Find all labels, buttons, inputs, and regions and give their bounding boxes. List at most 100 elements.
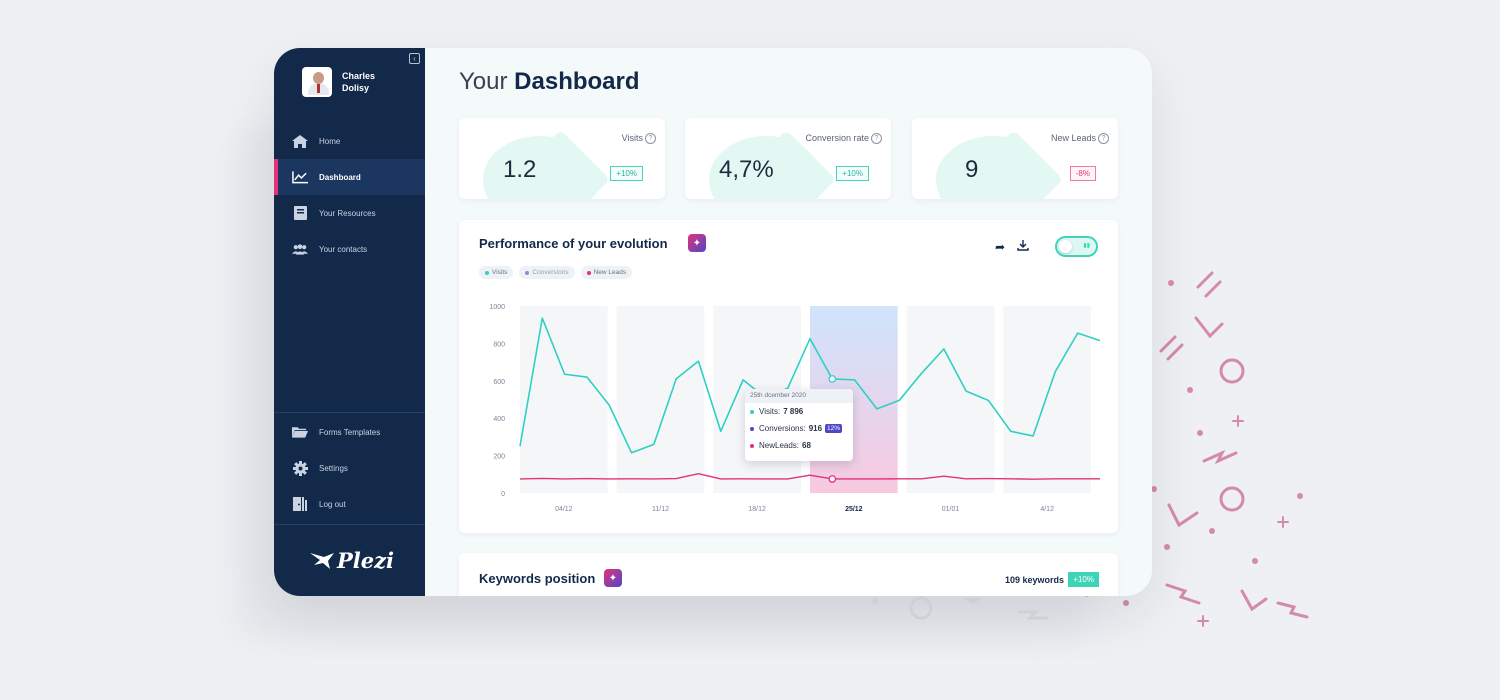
legend-chip-conversions[interactable]: Conversions	[519, 266, 575, 279]
performance-chart[interactable]: 04/12 11/12 18/12 25/12 01/01 4/12 0 200 400 600 8…	[459, 220, 1118, 533]
performance-title: Performance of your evolution	[479, 236, 668, 251]
page-title-bold: Dashboard	[514, 68, 640, 95]
week-band	[1003, 306, 1091, 493]
plezi-logo[interactable]: Plezi	[310, 548, 394, 573]
sidebar-divider	[274, 412, 425, 413]
decor-ring	[1219, 358, 1245, 384]
legend-dot	[525, 270, 530, 275]
kpi-value: 1.2	[503, 156, 537, 183]
legend-dot	[586, 270, 591, 275]
lightbulb-icon[interactable]: ✦	[604, 569, 622, 587]
decor-dot	[1209, 528, 1215, 534]
decor-plus	[1277, 516, 1289, 528]
logo-text: Plezi	[337, 548, 395, 573]
week-band	[520, 306, 608, 493]
kpi-badge: +10%	[610, 166, 643, 181]
tooltip-dot	[750, 426, 754, 431]
user-profile[interactable]: Charles Dolisy	[302, 67, 392, 97]
sidebar-item-label: Forms Templates	[319, 427, 381, 437]
y-tick-label: 200	[493, 454, 505, 461]
tooltip-value: 7 896	[783, 407, 804, 416]
tooltip-dot	[750, 409, 754, 414]
sidebar-nav: Home Dashboard Your Resources Your conta…	[274, 123, 425, 267]
x-tick-label: 01/01	[942, 506, 960, 513]
decor-zigzag	[1202, 449, 1238, 465]
sidebar-item-label: Log out	[319, 499, 346, 509]
chart-legend: Visits Conversions New Leads	[479, 266, 633, 279]
help-icon[interactable]: ?	[645, 133, 656, 144]
kpi-card-visits[interactable]: Visits ? 1.2 +10%	[459, 118, 665, 199]
toggle-knob	[1059, 240, 1072, 253]
bar-chart-icon: ▮▮	[1083, 243, 1090, 249]
series-line-visits	[519, 317, 1101, 454]
legend-label: New Leads	[593, 269, 627, 276]
chart-type-toggle[interactable]: ▮▮	[1055, 236, 1098, 257]
hover-marker-visits	[828, 375, 837, 383]
chart-icon	[292, 170, 308, 184]
kpi-card-conversion-rate[interactable]: Conversion rate ? 4,7% +10%	[685, 118, 891, 199]
decor-l-shape	[1194, 316, 1224, 339]
sidebar-item-label: Home	[319, 136, 341, 146]
kpi-card-new-leads[interactable]: New Leads ? 9 -8%	[912, 118, 1118, 199]
x-tick-label: 11/12	[652, 506, 669, 513]
kpi-label: Conversion rate	[805, 133, 869, 143]
sidebar-item-label: Your Resources	[319, 208, 376, 218]
decor-ring	[1219, 486, 1245, 512]
tooltip-label: Visits:	[759, 407, 781, 416]
sidebar-divider	[274, 524, 425, 525]
y-tick-label: 600	[493, 379, 505, 386]
lightbulb-icon[interactable]: ✦	[688, 234, 706, 252]
legend-dot	[485, 270, 489, 275]
decor-dot	[1297, 493, 1303, 499]
logout-icon	[292, 497, 308, 511]
x-tick-label: 04/12	[555, 506, 573, 513]
kpi-value: 4,7%	[719, 156, 774, 183]
x-tick-label: 4/12	[1040, 506, 1054, 513]
y-tick-label: 0	[501, 491, 505, 498]
decor-dot	[1197, 430, 1203, 436]
decor-dot	[1252, 558, 1258, 564]
week-band	[616, 306, 705, 493]
decor-dot	[1187, 387, 1193, 393]
tooltip-row-visits: Visits: 7 896	[745, 403, 853, 420]
sidebar-item-contacts[interactable]: Your contacts	[274, 231, 425, 267]
legend-label: Visits	[492, 269, 508, 276]
main-content: Your Dashboard Visits ? 1.2 +10% Convers…	[425, 48, 1152, 596]
contacts-icon	[292, 242, 308, 256]
sidebar-item-dashboard[interactable]: Dashboard	[274, 159, 425, 195]
sidebar-nav-bottom: Forms Templates Settings Log out	[274, 414, 425, 522]
user-name: Charles Dolisy	[342, 71, 376, 93]
decor-l-shape	[1240, 589, 1268, 612]
download-icon[interactable]	[1017, 239, 1029, 254]
sidebar-item-settings[interactable]: Settings	[274, 450, 425, 486]
y-tick-label: 800	[493, 341, 505, 348]
legend-chip-visits[interactable]: Visits	[479, 266, 514, 279]
sidebar: ‹ Charles Dolisy Home Dashboard	[274, 48, 425, 596]
plezi-bird-icon	[310, 552, 334, 569]
tooltip-row-leads: NewLeads: 68	[745, 437, 853, 454]
folder-icon	[292, 425, 308, 439]
kpi-label: New Leads	[1050, 133, 1096, 143]
sidebar-item-forms-templates[interactable]: Forms Templates	[274, 414, 425, 450]
collapse-sidebar-icon[interactable]: ‹	[409, 53, 420, 64]
sidebar-item-label: Your contacts	[319, 244, 368, 254]
decor-zigzag	[1276, 601, 1309, 619]
sidebar-item-resources[interactable]: Your Resources	[274, 195, 425, 231]
x-tick-label: 25/12	[845, 506, 863, 513]
performance-card: Performance of your evolution ✦ ➦ ▮▮ Vis…	[459, 220, 1118, 533]
legend-label: Conversions	[532, 269, 569, 276]
legend-chip-new-leads[interactable]: New Leads	[580, 266, 633, 279]
kpi-badge: +10%	[836, 166, 869, 181]
sidebar-item-home[interactable]: Home	[274, 123, 425, 159]
tooltip-value: 68	[802, 441, 811, 450]
book-icon	[292, 206, 308, 220]
help-icon[interactable]: ?	[1098, 133, 1109, 144]
kpi-badge: -8%	[1069, 166, 1096, 181]
kpi-label: Visits	[621, 133, 643, 143]
sidebar-item-logout[interactable]: Log out	[274, 486, 425, 522]
kpi-value: 9	[965, 156, 979, 183]
share-icon[interactable]: ➦	[995, 240, 1006, 254]
y-tick-label: 1000	[489, 304, 505, 311]
hover-marker-new-leads	[828, 475, 837, 483]
help-icon[interactable]: ?	[871, 133, 882, 144]
